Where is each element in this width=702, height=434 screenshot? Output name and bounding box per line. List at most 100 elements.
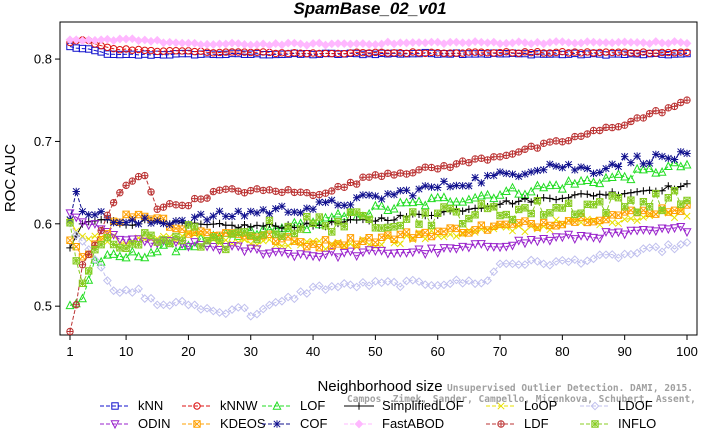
y-tick-label: 0.6 <box>34 216 52 231</box>
data-point-FastABOD <box>190 38 200 48</box>
data-point-SimplifiedLOF <box>620 189 629 198</box>
data-point-ODIN <box>483 242 493 252</box>
data-point-KDEOS <box>271 237 280 245</box>
data-point-LDF <box>677 98 685 107</box>
data-point-LDF <box>658 108 666 117</box>
data-point-LDF <box>521 145 529 153</box>
chart-title: SpamBase_02_v01 <box>293 0 446 18</box>
data-point-KDEOS <box>471 226 479 234</box>
data-point-LoOP <box>527 222 535 230</box>
data-point-LDF <box>240 189 249 197</box>
data-point-LOF <box>190 241 200 251</box>
data-point-SimplifiedLOF <box>583 190 591 198</box>
data-point-ODIN <box>183 242 193 252</box>
data-point-LOF <box>507 182 518 192</box>
data-point-COF <box>458 182 467 190</box>
data-point-COF <box>116 218 124 227</box>
data-point-LDOF <box>520 260 530 270</box>
data-point-COF <box>564 160 573 169</box>
data-point-LDOF <box>420 280 430 290</box>
x-tick-label: 80 <box>555 344 569 359</box>
data-point-LDF <box>141 171 149 180</box>
data-point-SimplifiedLOF <box>278 224 286 232</box>
data-point-ODIN <box>77 218 87 228</box>
data-point-FastABOD <box>526 39 536 49</box>
data-point-LOF <box>171 246 181 256</box>
data-point-KDEOS <box>328 242 336 250</box>
data-point-FastABOD <box>470 37 480 46</box>
data-point-ODIN <box>71 213 81 223</box>
data-point-ODIN <box>395 249 405 258</box>
x-tick-label: 70 <box>493 344 507 359</box>
data-point-LOF <box>682 159 692 169</box>
data-point-INFLO <box>78 279 87 288</box>
data-point-ODIN <box>358 248 368 258</box>
data-point-INFLO <box>134 241 143 249</box>
y-tick-label: 0.5 <box>34 299 52 314</box>
data-point-LDOF <box>321 285 330 295</box>
data-point-LDOF <box>358 277 368 287</box>
data-point-ODIN <box>470 240 480 250</box>
data-point-ODIN <box>663 225 673 235</box>
data-point-ODIN <box>613 228 623 238</box>
data-point-INFLO <box>539 211 548 219</box>
data-point-FastABOD <box>258 39 268 49</box>
data-point-INFLO <box>496 211 504 220</box>
data-point-INFLO <box>452 208 461 216</box>
data-point-LDF <box>502 151 510 160</box>
data-point-INFLO <box>583 200 591 209</box>
data-point-FastABOD <box>165 37 175 47</box>
data-point-INFLO <box>434 209 442 218</box>
data-point-LDF <box>116 189 124 197</box>
data-point-FastABOD <box>626 37 636 47</box>
data-point-LDOF <box>177 296 187 306</box>
data-point-LOF <box>576 175 586 185</box>
data-point-ODIN <box>215 245 225 255</box>
data-point-LoOP <box>533 225 541 233</box>
data-point-LDF <box>178 201 186 210</box>
data-point-ODIN <box>433 249 443 258</box>
data-point-INFLO <box>346 208 355 216</box>
data-point-ODIN <box>252 245 262 255</box>
data-point-FastABOD <box>221 39 231 49</box>
data-point-COF <box>153 217 161 225</box>
legend-label-LDF: LDF <box>524 416 549 431</box>
data-point-LDOF <box>289 294 299 304</box>
data-point-SimplifiedLOF <box>546 194 554 203</box>
data-point-LDF <box>197 195 205 203</box>
data-point-LOF <box>632 163 642 173</box>
data-point-LDF <box>271 187 280 195</box>
data-point-INFLO <box>564 199 573 207</box>
data-point-INFLO <box>91 245 99 254</box>
data-point-KDEOS <box>515 219 523 227</box>
legend-item-kNN: kNN <box>100 398 163 413</box>
data-point-INFLO <box>596 198 604 206</box>
legend-item-LoOP: LoOP <box>486 398 557 413</box>
data-point-FastABOD <box>65 35 75 45</box>
data-point-INFLO <box>122 244 130 252</box>
x-tick-label: 10 <box>119 344 133 359</box>
data-point-LOF <box>377 200 387 210</box>
y-axis-label: ROC AUC <box>2 144 19 213</box>
data-point-LoOP <box>683 212 691 220</box>
data-point-COF <box>109 218 118 227</box>
legend-marker-LoOP <box>497 402 505 410</box>
data-point-LDOF <box>464 276 474 286</box>
data-point-LDF <box>359 173 367 181</box>
data-point-FastABOD <box>620 37 630 47</box>
legend-label-kNN: kNN <box>138 398 163 413</box>
data-point-COF <box>309 205 317 213</box>
data-point-FastABOD <box>96 35 106 45</box>
data-point-LOF <box>601 172 611 182</box>
data-point-KDEOS <box>409 234 417 242</box>
data-point-FastABOD <box>533 37 542 47</box>
data-point-SimplifiedLOF <box>197 220 205 228</box>
data-point-COF <box>240 212 249 220</box>
data-point-FastABOD <box>682 38 692 48</box>
data-point-LDF <box>234 187 242 195</box>
data-point-FastABOD <box>358 39 368 48</box>
data-point-KDEOS <box>596 216 604 225</box>
data-point-LDOF <box>383 277 393 286</box>
data-point-LDF <box>589 126 598 135</box>
data-point-LDF <box>496 153 504 161</box>
